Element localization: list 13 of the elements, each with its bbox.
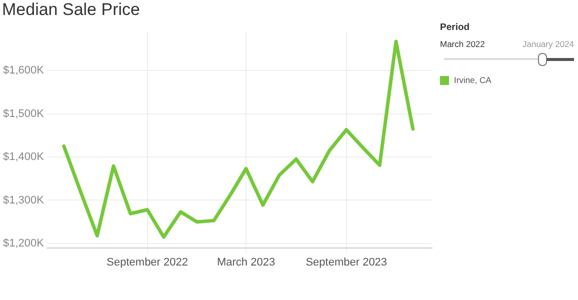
y-tick-label: $1,300K <box>2 194 45 206</box>
x-tick-label: September 2022 <box>106 256 188 268</box>
y-tick-label: $1,500K <box>2 108 45 120</box>
y-tick-label: $1,200K <box>2 238 45 250</box>
text: January 2024 <box>522 39 574 49</box>
x-tick-label: September 2023 <box>306 256 388 268</box>
chart-title: Median Sale Price <box>2 0 140 20</box>
legend-label: Irvine, CA <box>454 75 492 85</box>
y-tick-label: $1,600K <box>2 64 45 77</box>
x-tick-label: March 2023 <box>216 256 276 268</box>
text: March 2022 <box>440 39 485 49</box>
y-tick-label: $1,400K <box>2 151 45 164</box>
text: Period <box>440 22 471 33</box>
